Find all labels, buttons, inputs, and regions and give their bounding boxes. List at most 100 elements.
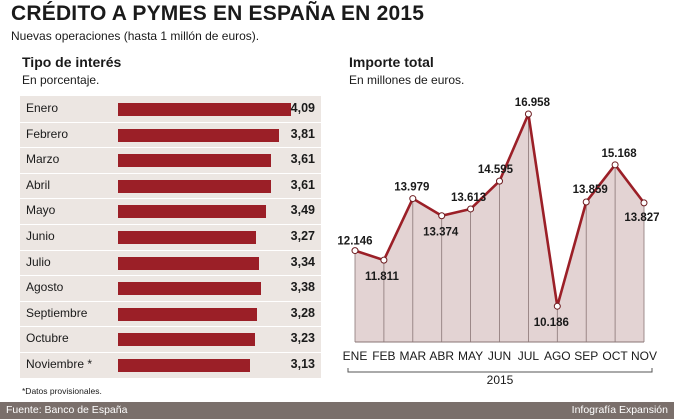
bar-category-label: Octubre <box>26 331 69 346</box>
interest-panel-title: Tipo de interés <box>22 54 122 70</box>
chart-subtitle: Nuevas operaciones (hasta 1 millón de eu… <box>11 29 260 43</box>
bar-row: Agosto 3,38 <box>20 275 321 301</box>
bar-value-label: 3,61 <box>290 177 315 192</box>
bar-category-label: Marzo <box>26 152 60 167</box>
row-separator <box>20 249 321 251</box>
data-label: 16.958 <box>515 97 551 109</box>
bar <box>118 154 271 168</box>
interest-panel-subtitle: En porcentaje. <box>22 73 100 87</box>
bar-value-label: 3,23 <box>290 331 315 346</box>
amount-area-chart: 12.146 11.811 13.979 13.374 13.613 14.595 16.9… <box>337 97 659 387</box>
x-tick-label: MAY <box>458 349 483 363</box>
data-point <box>553 302 561 310</box>
bar-row: Marzo 3,61 <box>20 147 321 173</box>
x-axis-label: 2015 <box>487 373 514 387</box>
footer-bar: Fuente: Banco de España Infografía Expan… <box>0 402 674 419</box>
data-point <box>582 198 590 206</box>
footer-source: Fuente: Banco de España <box>6 404 128 416</box>
bar-row: Septiembre 3,28 <box>20 301 321 327</box>
bar-category-label: Agosto <box>26 280 64 295</box>
bar-row: Octubre 3,23 <box>20 326 321 352</box>
footer-credit: Infografía Expansión <box>571 404 668 416</box>
footnote: *Datos provisionales. <box>22 386 102 396</box>
bar-value-label: 3,38 <box>290 280 315 295</box>
chart-title: CRÉDITO A PYMES EN ESPAÑA EN 2015 <box>11 2 425 25</box>
data-label: 13.859 <box>573 184 608 196</box>
row-separator <box>20 121 321 123</box>
x-tick-label: JUN <box>488 349 511 363</box>
data-label: 11.811 <box>365 271 400 283</box>
bar <box>118 282 261 296</box>
bar <box>118 128 280 142</box>
data-point <box>467 205 475 213</box>
row-separator <box>20 300 321 302</box>
bar-value-label: 3,13 <box>290 357 315 371</box>
data-point <box>524 110 532 118</box>
year-bracket <box>347 368 653 373</box>
bar <box>118 307 257 321</box>
bar-row: Enero 4,09 <box>20 96 321 122</box>
interest-bar-chart: Enero 4,09 Febrero 3,81 Marzo 3,61 Abril 3,61 Ma… <box>20 96 321 378</box>
x-tick-label: ENE <box>343 349 368 363</box>
amount-panel-subtitle: En millones de euros. <box>349 73 465 87</box>
bar-row: Abril 3,61 <box>20 173 321 199</box>
row-separator <box>20 198 321 200</box>
bar-category-label: Julio <box>26 254 51 269</box>
data-label: 12.146 <box>337 236 372 248</box>
x-tick-label: FEB <box>372 349 395 363</box>
x-tick-label: MAR <box>399 349 426 363</box>
bar-row: Noviembre * 3,13 <box>20 352 321 378</box>
bar-category-label: Abril <box>26 177 51 192</box>
x-tick-label: ABR <box>429 349 454 363</box>
x-tick-label: OCT <box>602 349 628 363</box>
bar <box>118 231 257 244</box>
bar-category-label: Junio <box>26 229 55 243</box>
data-point <box>611 161 619 169</box>
data-point <box>438 212 446 220</box>
bar-row: Mayo 3,49 <box>20 198 321 224</box>
bar <box>118 359 251 372</box>
bar <box>118 256 260 270</box>
bar-value-label: 4,09 <box>290 101 315 115</box>
data-label: 14.595 <box>478 164 514 176</box>
data-label: 13.827 <box>624 212 659 224</box>
bar <box>118 179 271 193</box>
row-separator <box>20 352 321 353</box>
row-separator <box>20 172 321 174</box>
data-point <box>351 247 359 255</box>
bar-value-label: 3,34 <box>290 254 315 269</box>
bar-value-label: 3,61 <box>290 152 315 167</box>
x-tick-label: AGO <box>544 349 571 363</box>
bar <box>118 205 266 219</box>
bar-row: Julio 3,34 <box>20 250 321 276</box>
row-separator <box>20 275 321 277</box>
bar-category-label: Septiembre <box>26 305 88 320</box>
bar-value-label: 3,28 <box>290 305 315 320</box>
x-tick-label: NOV <box>631 349 657 363</box>
x-tick-label: SEP <box>574 349 598 363</box>
bar-category-label: Febrero <box>26 126 69 141</box>
data-label: 13.374 <box>423 227 459 239</box>
data-label: 15.168 <box>602 148 638 160</box>
bar-row: Febrero 3,81 <box>20 122 321 148</box>
bar-value-label: 3,81 <box>290 126 315 141</box>
bar-value-label: 3,27 <box>290 229 315 243</box>
x-tick-label: JUL <box>518 349 540 363</box>
data-point <box>380 256 388 264</box>
bar-category-label: Mayo <box>26 203 56 218</box>
data-label: 13.979 <box>394 182 429 194</box>
bar-category-label: Enero <box>26 101 59 115</box>
amount-panel-title: Importe total <box>349 54 434 70</box>
data-point <box>409 195 417 203</box>
data-point <box>496 177 503 185</box>
bar-value-label: 3,49 <box>290 203 315 218</box>
data-label: 10.186 <box>534 317 569 329</box>
row-separator <box>20 326 321 328</box>
data-label: 13.613 <box>451 192 486 204</box>
data-point <box>640 199 648 207</box>
row-separator <box>20 224 321 225</box>
bar <box>118 333 255 347</box>
row-separator <box>20 147 321 149</box>
bar-row: Junio 3,27 <box>20 224 321 250</box>
bar-category-label: Noviembre * <box>26 357 93 371</box>
